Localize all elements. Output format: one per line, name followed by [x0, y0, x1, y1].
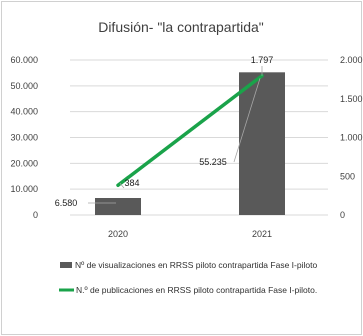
legend-bar-label: Nº de visualizaciones en RRSS piloto con… — [75, 260, 317, 270]
legend: Nº de visualizaciones en RRSS piloto con… — [59, 260, 317, 295]
y-left-tick-label: 30.000 — [10, 133, 38, 143]
y-left-tick-label: 40.000 — [10, 107, 38, 117]
y-right-tick-label: 1.500 — [340, 94, 363, 104]
y-left-tick-label: 0 — [33, 210, 38, 220]
y-left-tick-label: 20.000 — [10, 158, 38, 168]
data-label: 384 — [124, 178, 139, 188]
line-point — [116, 183, 120, 187]
legend-line-label: N.º de publicaciones en RRSS piloto cont… — [76, 285, 317, 295]
data-label: 55.235 — [199, 157, 227, 167]
leader-line — [119, 182, 125, 189]
chart-title: Difusión- "la contrapartida" — [98, 19, 264, 35]
y-right-tick-label: 500 — [340, 171, 355, 181]
data-label: 6.580 — [55, 198, 78, 208]
x-tick-label: 2021 — [252, 229, 272, 239]
y-left-tick-label: 60.000 — [10, 55, 38, 65]
bar — [95, 198, 141, 215]
y-right-tick-label: 1.000 — [340, 133, 363, 143]
leader-line — [233, 78, 261, 163]
x-tick-label: 2020 — [108, 229, 128, 239]
data-label: 1.797 — [251, 55, 274, 65]
bar — [239, 72, 285, 215]
series-line — [116, 73, 264, 187]
legend-bar-swatch — [60, 262, 72, 268]
y-right-tick-label: 0 — [340, 210, 345, 220]
y-left-tick-label: 10.000 — [10, 184, 38, 194]
y-left-tick-label: 50.000 — [10, 81, 38, 91]
y-right-tick-label: 2.000 — [340, 55, 363, 65]
